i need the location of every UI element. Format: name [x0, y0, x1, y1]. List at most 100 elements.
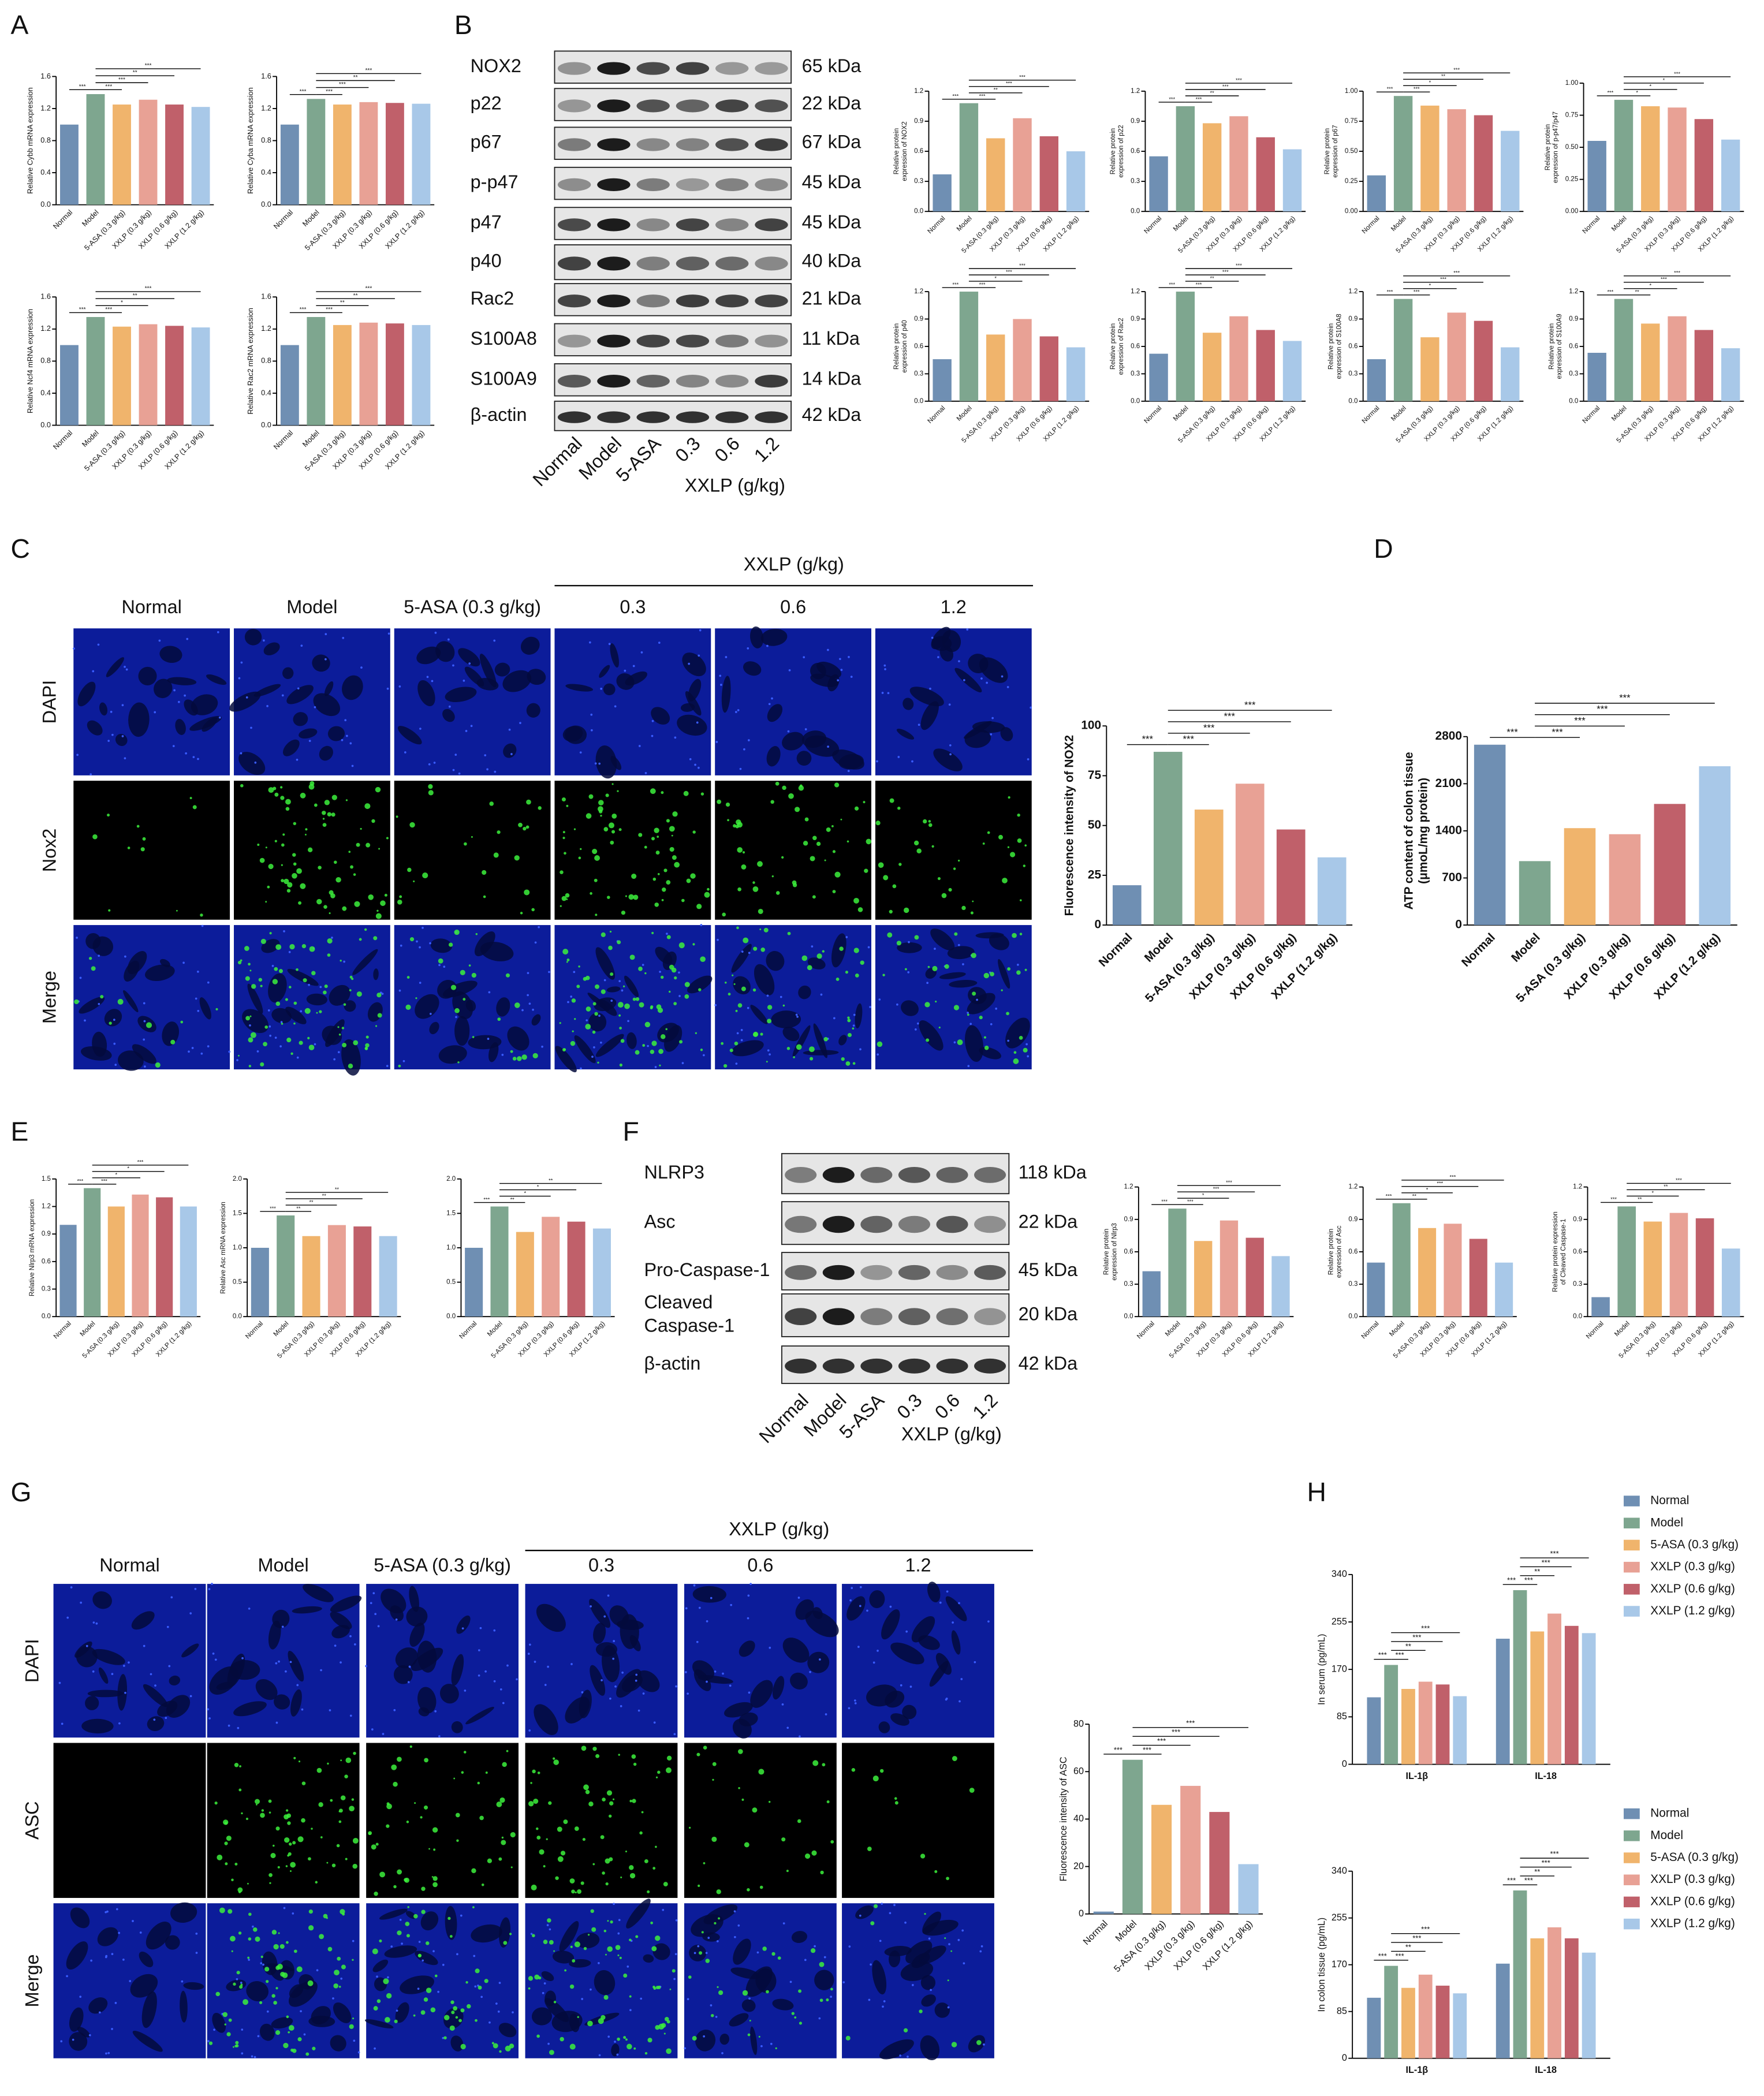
blot-band	[898, 1265, 930, 1280]
bar	[1066, 151, 1086, 212]
stain	[914, 935, 919, 940]
nucleus	[788, 669, 791, 672]
nucleus	[479, 1627, 482, 1629]
significance-label: *	[1426, 1187, 1429, 1193]
blot-band	[636, 411, 670, 423]
stain	[237, 960, 242, 965]
stain	[413, 1914, 418, 1919]
stain	[309, 946, 315, 952]
stain	[666, 2020, 670, 2024]
stain	[394, 2019, 398, 2023]
crypt	[175, 719, 186, 735]
significance-label: ***	[1186, 1719, 1195, 1728]
nucleus	[638, 745, 641, 747]
stain	[662, 887, 666, 892]
stain	[600, 1835, 605, 1840]
bar	[1271, 1256, 1290, 1317]
nucleus	[987, 1620, 990, 1623]
stain	[289, 1870, 292, 1873]
nucleus	[905, 1630, 908, 1633]
nucleus	[143, 1002, 146, 1005]
nucleus	[804, 1959, 807, 1961]
nucleus	[747, 647, 749, 650]
crypt	[104, 1009, 122, 1027]
nucleus	[458, 772, 461, 775]
nucleus	[887, 692, 890, 695]
stain	[583, 1946, 587, 1950]
stain	[506, 1750, 509, 1752]
stain	[264, 1025, 268, 1029]
crypt	[246, 1981, 268, 2002]
stain	[655, 1776, 658, 1778]
nucleus	[208, 1717, 211, 1720]
nucleus	[207, 1045, 210, 1047]
stain	[88, 957, 92, 960]
nucleus	[637, 1709, 640, 1712]
bar	[1420, 337, 1439, 401]
crypt	[420, 1911, 439, 1931]
stain	[286, 1813, 292, 1818]
nucleus	[1001, 675, 1004, 678]
nucleus	[976, 998, 978, 1001]
blot-band	[822, 1308, 855, 1326]
bar	[1202, 333, 1222, 401]
y-tick-label: 0.9	[1131, 118, 1140, 125]
nucleus	[395, 1618, 398, 1621]
blot-strip	[554, 283, 792, 316]
bar	[1695, 1218, 1714, 1317]
significance-label: ***	[101, 1178, 107, 1184]
stain	[453, 1777, 456, 1780]
stain	[290, 1862, 296, 1868]
nucleus	[297, 687, 300, 690]
blot-strip	[554, 363, 792, 397]
nucleus	[279, 1045, 282, 1047]
nucleus	[916, 1022, 919, 1025]
nucleus	[207, 1708, 210, 1711]
stain	[510, 1832, 516, 1838]
crypt	[534, 1704, 558, 1735]
nucleus	[635, 1673, 638, 1676]
crypt	[760, 628, 788, 646]
nucleus	[113, 1019, 115, 1021]
nucleus	[182, 961, 185, 964]
stain	[304, 1008, 311, 1014]
bar	[1641, 106, 1660, 212]
nucleus	[591, 1056, 594, 1058]
stain	[608, 822, 614, 829]
stain	[606, 1790, 613, 1796]
bar	[1401, 1689, 1415, 1765]
stain	[831, 825, 834, 827]
nucleus	[349, 742, 352, 745]
crypt	[569, 2013, 580, 2032]
nucleus	[867, 946, 870, 949]
stain	[287, 1821, 291, 1825]
crypt	[733, 976, 751, 995]
stain	[557, 1856, 564, 1862]
stain	[342, 1912, 345, 1916]
nucleus	[803, 656, 805, 659]
nucleus	[510, 753, 513, 755]
nucleus	[110, 710, 113, 713]
stain	[405, 1922, 410, 1926]
stain	[592, 1863, 595, 1866]
stain	[251, 984, 256, 989]
stain	[832, 890, 836, 894]
significance-label: *	[537, 1184, 539, 1189]
stain	[735, 825, 739, 829]
bar	[1435, 1684, 1450, 1765]
crypt	[965, 1025, 984, 1062]
crypt	[729, 2013, 749, 2027]
stain	[641, 1811, 644, 1814]
stain	[948, 887, 952, 892]
stain	[564, 852, 566, 855]
nucleus	[90, 1959, 92, 1962]
nucleus	[181, 1980, 184, 1983]
stain	[532, 1053, 538, 1059]
stain	[752, 886, 759, 892]
significance-label: ***	[1674, 270, 1680, 276]
blot-band	[755, 62, 788, 75]
nucleus	[107, 2052, 110, 2054]
nucleus	[930, 1989, 932, 1991]
blot-band	[636, 178, 670, 192]
significance-label: ***	[326, 307, 333, 313]
